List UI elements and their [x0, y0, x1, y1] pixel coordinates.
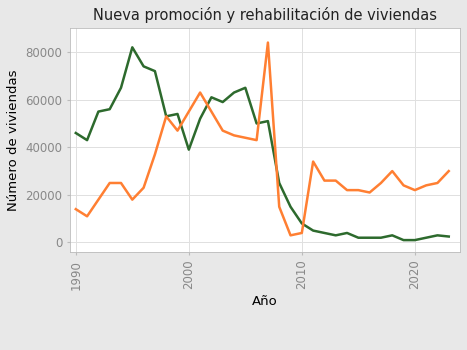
Rehabilitaciones [435, 181, 440, 185]
Rehabilitaciones [276, 205, 282, 209]
Rehabilitaciones [378, 181, 384, 185]
Calificaciones [231, 90, 237, 94]
Calificaciones [220, 100, 226, 104]
Rehabilitaciones [333, 178, 339, 183]
Calificaciones [175, 112, 180, 116]
Rehabilitaciones [175, 128, 180, 133]
Calificaciones [152, 69, 158, 73]
Rehabilitaciones [401, 183, 406, 188]
Calificaciones [446, 234, 452, 239]
Rehabilitaciones [163, 114, 169, 118]
Calificaciones [141, 64, 146, 69]
Rehabilitaciones [186, 110, 191, 114]
Calificaciones [401, 238, 406, 242]
Rehabilitaciones [355, 188, 361, 192]
Rehabilitaciones [412, 188, 417, 192]
Rehabilitaciones [141, 186, 146, 190]
Rehabilitaciones [231, 133, 237, 138]
Rehabilitaciones [107, 181, 113, 185]
X-axis label: Año: Año [252, 295, 278, 308]
Calificaciones [299, 221, 304, 225]
Rehabilitaciones [73, 207, 78, 211]
Calificaciones [265, 119, 271, 123]
Calificaciones [242, 86, 248, 90]
Rehabilitaciones [96, 197, 101, 202]
Calificaciones [311, 229, 316, 233]
Line: Rehabilitaciones: Rehabilitaciones [76, 43, 449, 235]
Y-axis label: Número de viviendas: Número de viviendas [7, 69, 20, 211]
Calificaciones [378, 236, 384, 240]
Rehabilitaciones [152, 152, 158, 156]
Calificaciones [129, 45, 135, 49]
Rehabilitaciones [288, 233, 293, 237]
Calificaciones [322, 231, 327, 235]
Calificaciones [84, 138, 90, 142]
Rehabilitaciones [344, 188, 350, 192]
Rehabilitaciones [389, 169, 395, 173]
Rehabilitaciones [367, 190, 373, 195]
Rehabilitaciones [220, 128, 226, 133]
Calificaciones [435, 233, 440, 237]
Rehabilitaciones [84, 214, 90, 218]
Rehabilitaciones [209, 110, 214, 114]
Rehabilitaciones [446, 169, 452, 173]
Rehabilitaciones [129, 197, 135, 202]
Calificaciones [424, 236, 429, 240]
Calificaciones [118, 86, 124, 90]
Calificaciones [333, 233, 339, 237]
Rehabilitaciones [198, 90, 203, 94]
Rehabilitaciones [299, 231, 304, 235]
Calificaciones [198, 117, 203, 121]
Calificaciones [209, 95, 214, 99]
Calificaciones [344, 231, 350, 235]
Calificaciones [288, 205, 293, 209]
Calificaciones [355, 236, 361, 240]
Rehabilitaciones [311, 160, 316, 164]
Rehabilitaciones [118, 181, 124, 185]
Rehabilitaciones [322, 178, 327, 183]
Calificaciones [186, 148, 191, 152]
Calificaciones [389, 233, 395, 237]
Rehabilitaciones [242, 136, 248, 140]
Line: Calificaciones: Calificaciones [76, 47, 449, 240]
Calificaciones [163, 114, 169, 118]
Calificaciones [276, 181, 282, 185]
Calificaciones [73, 131, 78, 135]
Calificaciones [367, 236, 373, 240]
Rehabilitaciones [265, 41, 271, 45]
Title: Nueva promoción y rehabilitación de viviendas: Nueva promoción y rehabilitación de vivi… [93, 7, 437, 23]
Rehabilitaciones [254, 138, 260, 142]
Calificaciones [254, 121, 260, 126]
Rehabilitaciones [424, 183, 429, 188]
Calificaciones [96, 110, 101, 114]
Calificaciones [412, 238, 417, 242]
Calificaciones [107, 107, 113, 111]
